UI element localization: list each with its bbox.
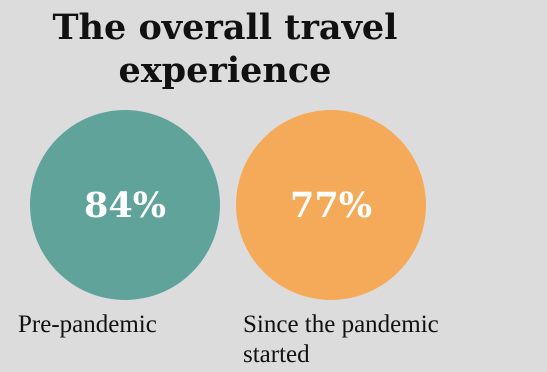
pre-pandemic-circle: 84% bbox=[30, 110, 220, 300]
pre-pandemic-label: Pre-pandemic bbox=[18, 311, 157, 338]
infographic-title: The overall travel experience bbox=[52, 7, 398, 91]
since-pandemic-label: Since the pandemic started bbox=[243, 311, 439, 368]
since-pandemic-value: 77% bbox=[290, 184, 372, 226]
pre-pandemic-value: 84% bbox=[84, 184, 166, 226]
since-pandemic-circle: 77% bbox=[236, 110, 426, 300]
